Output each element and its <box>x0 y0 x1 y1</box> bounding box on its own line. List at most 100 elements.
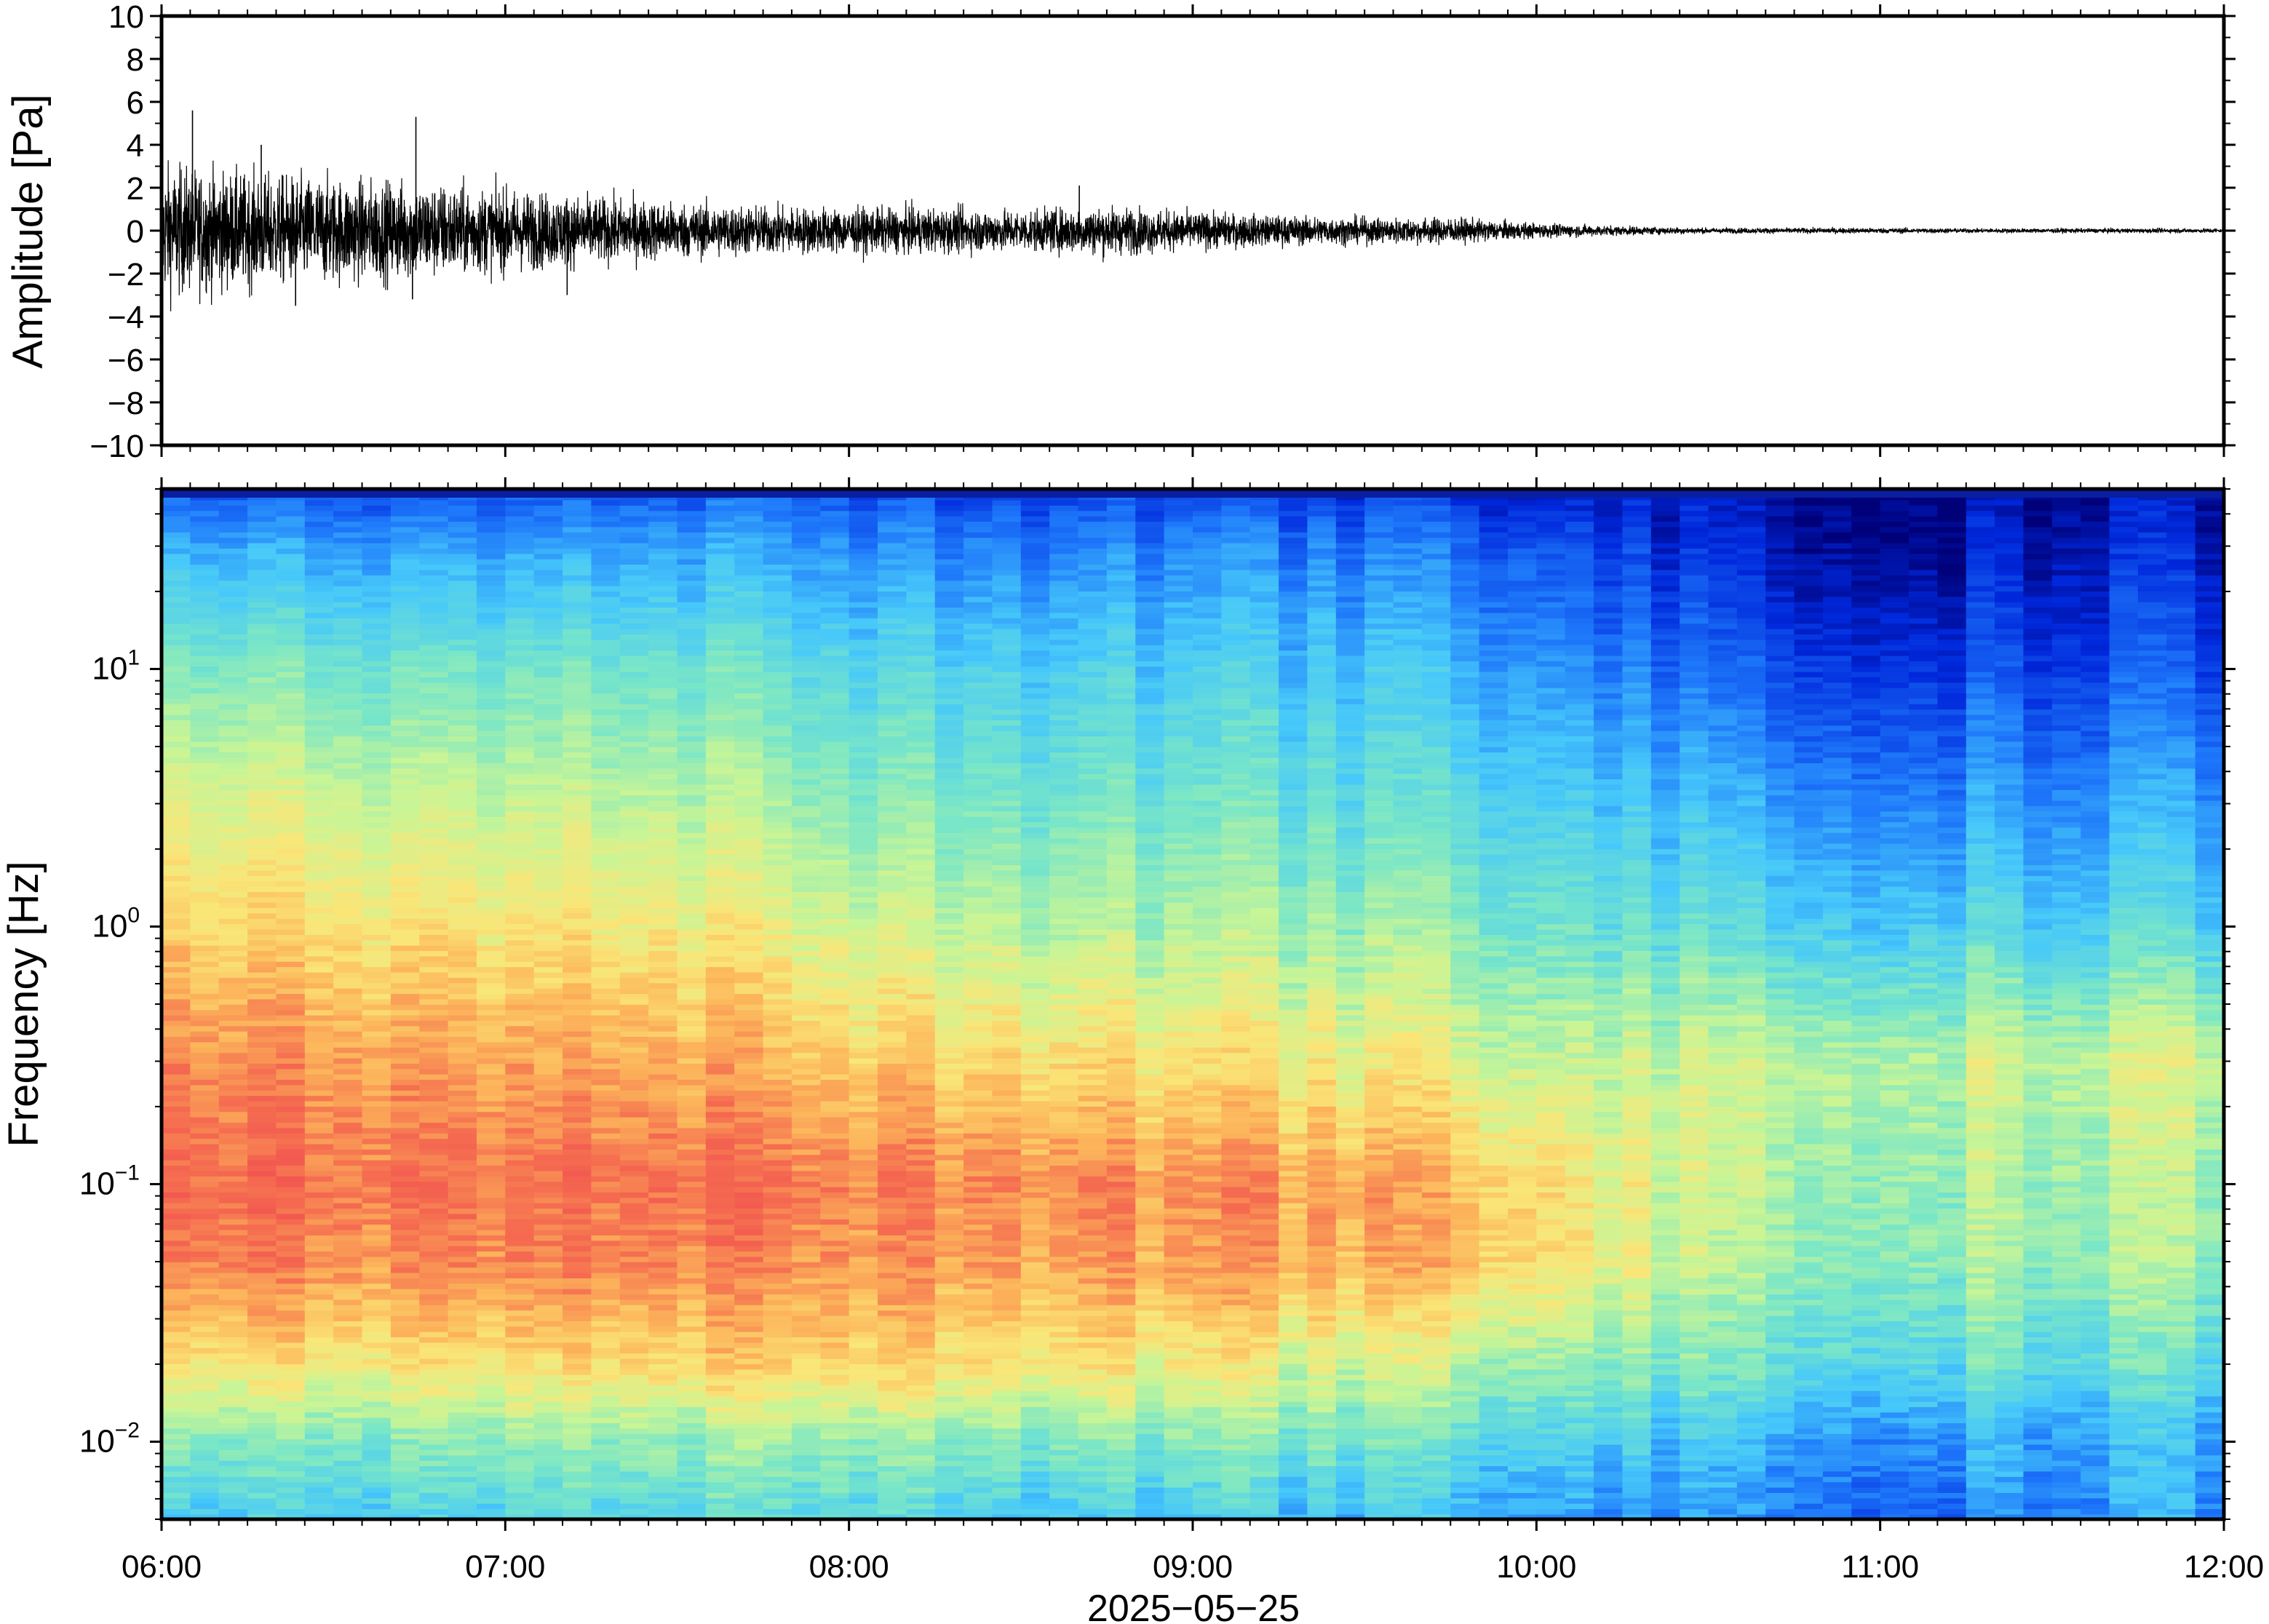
spectrogram-cell <box>591 1014 621 1021</box>
spectrogram-cell <box>276 1047 306 1054</box>
spectrogram-cell <box>190 1245 220 1252</box>
spectrogram-cell <box>619 1095 649 1102</box>
spectrogram-cell <box>791 784 822 790</box>
spectrogram-cell <box>648 580 678 586</box>
spectrogram-cell <box>304 998 334 1005</box>
spectrogram-cell <box>304 832 334 839</box>
spectrogram-cell <box>333 714 363 720</box>
spectrogram-cell <box>419 918 449 925</box>
spectrogram-cell <box>563 1154 592 1161</box>
spectrogram-cell <box>677 1240 707 1246</box>
spectrogram-cell <box>333 885 363 892</box>
spectrogram-cell <box>734 1181 764 1187</box>
spectrogram-cell <box>533 548 563 554</box>
spectrogram-cell <box>619 639 649 645</box>
spectrogram-cell <box>763 1068 792 1075</box>
spectrogram-cell <box>190 1267 220 1273</box>
spectrogram-cell <box>677 934 707 941</box>
spectrogram-cell <box>276 671 306 677</box>
spectrogram-cell <box>677 1004 707 1011</box>
spectrogram-cell <box>791 1240 822 1246</box>
spectrogram-cell <box>763 939 792 946</box>
spectrogram-cell <box>304 661 334 667</box>
spectrogram-cell <box>218 859 248 866</box>
spectrogram-cell <box>878 1095 907 1102</box>
spectrogram-cell <box>390 1079 421 1086</box>
spectrogram-cell <box>247 736 277 742</box>
spectrogram-cell <box>247 725 277 731</box>
spectrogram-cell <box>563 1294 592 1300</box>
spectrogram-cell <box>476 1454 506 1461</box>
spectrogram-cell <box>791 655 822 661</box>
spectrogram-cell <box>763 747 792 753</box>
spectrogram-cell <box>791 607 822 613</box>
spectrogram-cell <box>333 1111 363 1118</box>
spectrogram-cell <box>533 1283 563 1289</box>
spectrogram-cell <box>448 1470 477 1477</box>
spectrogram-cell <box>878 950 907 957</box>
spectrogram-cell <box>162 1422 191 1429</box>
spectrogram-cell <box>591 628 621 634</box>
spectrogram-cell <box>705 1513 736 1519</box>
spectrogram-cell <box>247 1068 277 1075</box>
spectrogram-cell <box>705 661 736 667</box>
spectrogram-cell <box>162 1004 191 1011</box>
spectrogram-cell <box>190 779 220 785</box>
spectrogram-cell <box>677 848 707 855</box>
spectrogram-cell <box>791 768 822 774</box>
spectrogram-cell <box>218 1348 248 1354</box>
spectrogram-cell <box>419 795 449 801</box>
spectrogram-cell <box>677 1326 707 1332</box>
spectrogram-cell <box>677 1256 707 1262</box>
spectrogram-cell <box>763 864 792 871</box>
spectrogram-cell <box>190 1294 220 1300</box>
spectrogram-cell <box>448 1025 477 1032</box>
spectrogram-cell <box>304 811 334 817</box>
spectrogram-cell <box>648 923 678 930</box>
spectrogram-cell <box>677 1492 707 1499</box>
spectrogram-cell <box>333 709 363 715</box>
spectrogram-cell <box>333 1283 363 1289</box>
spectrogram-cell <box>304 704 334 710</box>
spectrogram-cell <box>820 1278 850 1284</box>
spectrogram-cell <box>190 1020 220 1027</box>
spectrogram-cell <box>448 763 477 769</box>
spectrogram-cell <box>878 1449 907 1456</box>
spectrogram-cell <box>247 1208 277 1214</box>
spectrogram-cell <box>791 789 822 796</box>
spectrogram-cell <box>677 843 707 849</box>
spectrogram-cell <box>591 1390 621 1397</box>
spectrogram-cell <box>533 1278 563 1284</box>
spectrogram-cell <box>448 1438 477 1445</box>
spectrogram-cell <box>849 526 878 533</box>
spectrogram-cell <box>648 1283 678 1289</box>
spectrogram-cell <box>619 730 649 737</box>
spectrogram-cell <box>648 1090 678 1096</box>
spectrogram-cell <box>247 763 277 769</box>
spectrogram-cell <box>333 1294 363 1300</box>
spectrogram-cell <box>304 1396 334 1402</box>
spectrogram-cell <box>419 1251 449 1257</box>
spectrogram-cell <box>247 800 277 806</box>
spectrogram-cell <box>763 800 792 806</box>
spectrogram-cell <box>218 1165 248 1171</box>
spectrogram-cell <box>591 526 621 533</box>
spectrogram-cell <box>304 805 334 812</box>
spectrogram-cell <box>705 1369 736 1375</box>
spectrogram-cell <box>878 1036 907 1043</box>
spectrogram-cell <box>619 869 649 876</box>
spectrogram-cell <box>820 639 850 645</box>
spectrogram-cell <box>791 961 822 968</box>
spectrogram-cell <box>563 1470 592 1477</box>
spectrogram-cell <box>791 923 822 930</box>
spectrogram-cell <box>677 1133 707 1139</box>
spectrogram-cell <box>791 1422 822 1429</box>
spectrogram-cell <box>304 1009 334 1016</box>
spectrogram-cell <box>276 596 306 602</box>
spectrogram-cell <box>734 596 764 602</box>
spectrogram-cell <box>419 650 449 656</box>
spectrogram-cell <box>619 704 649 710</box>
spectrogram-cell <box>533 618 563 624</box>
spectrogram-cell <box>419 864 449 871</box>
spectrogram-cell <box>505 569 535 576</box>
